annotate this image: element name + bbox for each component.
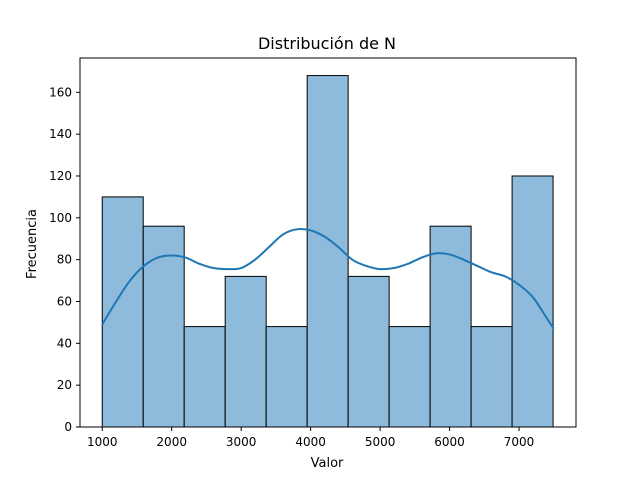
x-tick-label: 7000 <box>504 435 535 449</box>
histogram-bar <box>511 175 554 428</box>
bars-layer <box>101 75 554 428</box>
histogram-bar <box>142 225 185 428</box>
histogram-bar <box>388 326 431 428</box>
x-tick-label: 1000 <box>87 435 118 449</box>
histogram-bar <box>265 326 308 428</box>
x-tick-label: 4000 <box>295 435 326 449</box>
x-tick-label: 5000 <box>365 435 396 449</box>
y-tick-label: 0 <box>64 420 72 434</box>
y-tick-label: 140 <box>49 127 72 141</box>
y-tick-label: 80 <box>57 253 72 267</box>
x-tick-label: 2000 <box>156 435 187 449</box>
y-tick-label: 100 <box>49 211 72 225</box>
y-tick-label: 20 <box>57 378 72 392</box>
y-tick-label: 40 <box>57 336 72 350</box>
kde-line <box>101 228 555 330</box>
histogram-bar <box>306 75 349 428</box>
histogram-bar <box>101 196 144 428</box>
histogram-bar <box>470 326 513 428</box>
y-axis-label: Frecuencia <box>25 209 40 279</box>
x-axis-label: Valor <box>311 456 344 471</box>
axes-layer: 1000 2000 3000 4000 5000 6000 7000 0 20 40 60 80 100… <box>49 57 577 449</box>
histogram-bar <box>347 275 390 428</box>
x-tick-label: 6000 <box>434 435 465 449</box>
y-tick-label: 160 <box>49 85 72 99</box>
plot-frame <box>79 57 577 428</box>
histogram-bar <box>429 225 472 428</box>
y-tick-label: 120 <box>49 169 72 183</box>
histogram-bar <box>224 275 267 428</box>
histogram-bar <box>183 326 226 428</box>
chart-title: Distribución de N <box>258 34 396 53</box>
x-tick-label: 3000 <box>226 435 257 449</box>
y-tick-label: 60 <box>57 294 72 308</box>
kde-layer <box>101 228 555 330</box>
